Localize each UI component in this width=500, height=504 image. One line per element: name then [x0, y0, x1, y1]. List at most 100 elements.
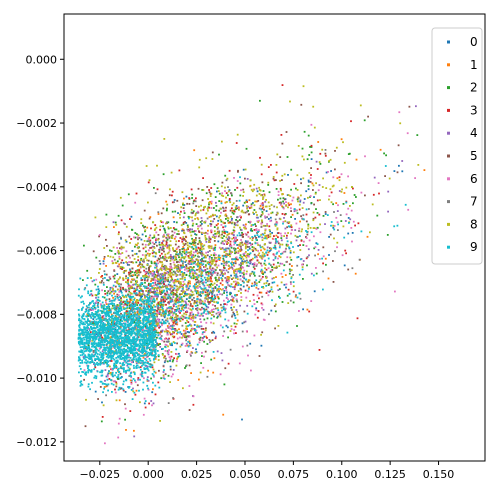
series-6-point	[109, 289, 111, 291]
series-6-point	[233, 231, 235, 234]
series-1-point	[146, 252, 149, 255]
series-2-point	[280, 237, 283, 239]
series-5-point	[204, 231, 207, 234]
series-5-point	[171, 234, 174, 237]
series-8-point	[210, 260, 212, 263]
series-2-point	[290, 188, 292, 191]
series-8-point	[143, 274, 146, 277]
series-8-point	[168, 331, 171, 334]
series-5-point	[195, 205, 198, 207]
series-2-point	[215, 209, 218, 212]
series-0-point	[393, 170, 396, 172]
series-6-point	[189, 289, 192, 292]
series-6-point	[156, 305, 159, 308]
series-7-point	[171, 298, 174, 301]
series-8-point	[312, 219, 315, 222]
series-9-point	[78, 356, 80, 358]
series-3-point	[112, 275, 115, 278]
series-0-point	[233, 249, 236, 252]
series-1-point	[125, 429, 127, 431]
series-8-point	[142, 275, 145, 278]
series-7-point	[190, 354, 192, 357]
series-2-point	[102, 307, 105, 310]
series-3-point	[101, 416, 104, 418]
series-0-point	[239, 234, 241, 237]
series-6-point	[133, 236, 135, 239]
series-8-point	[287, 302, 290, 304]
series-5-point	[109, 277, 112, 280]
series-2-point	[227, 336, 229, 339]
series-8-point	[161, 286, 164, 289]
series-6-point	[282, 207, 285, 210]
series-7-point	[134, 293, 137, 296]
series-5-point	[116, 293, 119, 296]
series-0-point	[398, 164, 400, 167]
series-8-point	[276, 206, 278, 209]
series-2-point	[126, 304, 129, 306]
series-8-point	[234, 250, 237, 253]
series-2-point	[274, 310, 277, 313]
series-9-point	[107, 360, 109, 363]
series-2-point	[315, 272, 318, 275]
series-9-point	[149, 324, 152, 327]
series-6-point	[153, 282, 156, 284]
series-1-point	[194, 283, 196, 286]
series-1-point	[110, 371, 112, 374]
series-2-point	[150, 262, 153, 265]
series-8-point	[166, 286, 169, 289]
series-8-point	[319, 223, 321, 226]
series-0-point	[140, 238, 143, 241]
series-1-point	[133, 429, 135, 432]
series-1-point	[190, 372, 192, 374]
series-1-point	[208, 216, 211, 218]
series-9-point	[123, 333, 126, 336]
series-8-point	[197, 218, 200, 221]
series-9-point	[103, 318, 106, 321]
series-4-point	[302, 260, 305, 262]
series-3-point	[287, 288, 290, 291]
series-1-point	[136, 274, 139, 277]
series-1-point	[423, 169, 426, 171]
series-3-point	[179, 312, 181, 314]
series-3-point	[156, 259, 159, 262]
series-7-point	[185, 339, 187, 342]
series-9-point	[97, 285, 99, 288]
series-4-point	[202, 315, 204, 317]
series-8-point	[152, 255, 155, 258]
series-8-point	[264, 205, 267, 208]
series-8-point	[173, 267, 176, 269]
series-5-point	[125, 275, 127, 278]
series-1-point	[306, 308, 309, 311]
series-5-point	[222, 206, 224, 209]
series-7-point	[173, 271, 176, 273]
series-5-point	[147, 259, 150, 262]
series-2-point	[259, 215, 262, 218]
series-7-point	[134, 326, 136, 328]
series-8-point	[216, 231, 219, 234]
series-8-point	[205, 295, 208, 297]
series-4-point	[252, 263, 255, 265]
series-5-point	[99, 361, 102, 364]
series-3-point	[209, 276, 212, 278]
series-7-point	[230, 192, 233, 195]
series-8-point	[169, 240, 172, 242]
series-8-point	[181, 277, 184, 280]
series-7-point	[259, 244, 261, 247]
series-8-point	[276, 153, 279, 156]
series-8-point	[140, 293, 143, 296]
series-3-point	[280, 134, 283, 136]
series-2-point	[162, 225, 164, 228]
series-5-point	[180, 265, 182, 268]
series-6-point	[257, 249, 259, 252]
series-9-point	[123, 308, 125, 310]
series-0-point	[99, 262, 102, 265]
series-8-point	[259, 189, 262, 192]
series-1-point	[146, 380, 149, 382]
series-1-point	[176, 323, 179, 326]
series-4-point	[186, 310, 188, 313]
series-1-point	[113, 292, 115, 295]
series-1-point	[281, 276, 284, 278]
series-6-point	[210, 321, 212, 324]
series-2-point	[203, 340, 205, 343]
series-6-point	[176, 337, 179, 340]
